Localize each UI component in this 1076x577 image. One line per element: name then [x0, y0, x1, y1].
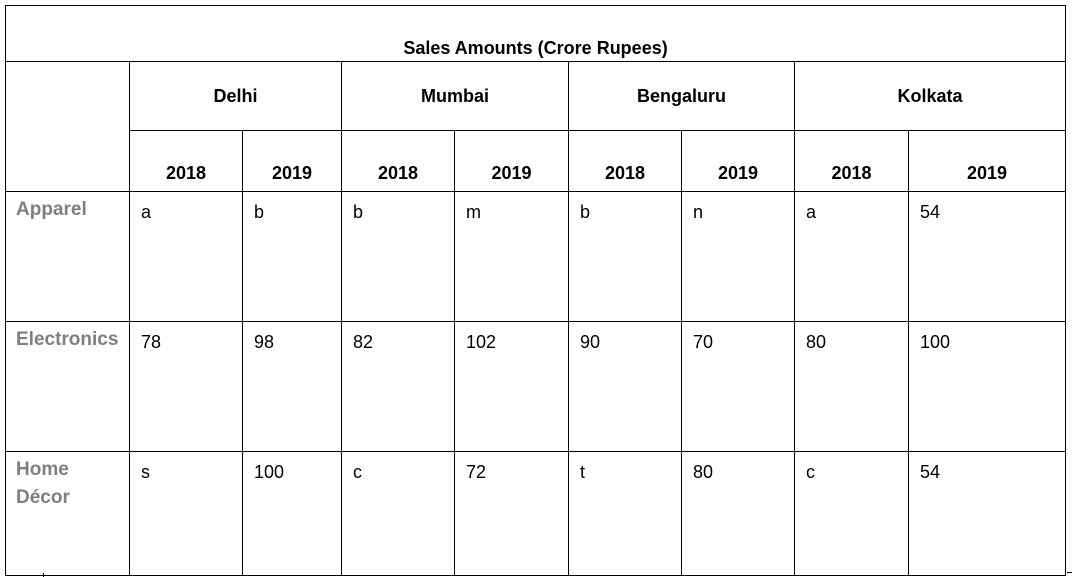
table-cell: t — [568, 451, 682, 576]
year-header: 2018 — [341, 130, 455, 192]
row-label: Apparel — [5, 191, 130, 322]
table-title: Sales Amounts (Crore Rupees) — [4, 5, 1067, 62]
table-cell: 54 — [907, 191, 1067, 322]
year-header: 2019 — [454, 130, 569, 192]
city-header-bengaluru: Bengaluru — [568, 61, 795, 131]
table-cell: a — [794, 191, 909, 322]
sales-table: Sales Amounts (Crore Rupees) Delhi Mumba… — [4, 5, 1067, 576]
table-cell: b — [341, 191, 455, 322]
year-header: 2018 — [794, 130, 909, 192]
table-cell: n — [681, 191, 795, 322]
city-header-delhi: Delhi — [129, 61, 342, 131]
table-cell: s — [129, 451, 243, 576]
year-header: 2019 — [681, 130, 795, 192]
table-row-apparel: Apparel a b b m b n a 54 — [5, 191, 1067, 322]
table-cell: c — [341, 451, 455, 576]
row-label: Home Décor — [5, 451, 130, 576]
table-cell: 100 — [907, 321, 1067, 452]
table-cell: 54 — [907, 451, 1067, 576]
table-cell: 100 — [242, 451, 342, 576]
year-header: 2019 — [242, 130, 342, 192]
table-cell: 70 — [681, 321, 795, 452]
table-cell: 82 — [341, 321, 455, 452]
table-cell: 80 — [794, 321, 909, 452]
page-corner-mark — [1067, 572, 1072, 573]
table-row-electronics: Electronics 78 98 82 102 90 70 80 100 — [5, 321, 1067, 452]
table-cell: 102 — [454, 321, 569, 452]
table-row-home-decor: Home Décor s 100 c 72 t 80 c 54 — [5, 451, 1067, 576]
year-header: 2019 — [907, 130, 1067, 192]
table-cell: 80 — [681, 451, 795, 576]
city-header-kolkata: Kolkata — [793, 61, 1067, 131]
table-cell: 90 — [568, 321, 682, 452]
page-corner-mark — [43, 573, 44, 577]
year-header: 2018 — [568, 130, 682, 192]
table-cell: b — [242, 191, 342, 322]
table-cell: m — [454, 191, 569, 322]
table-cell: 98 — [242, 321, 342, 452]
table-cell: a — [129, 191, 243, 322]
table-cell: c — [794, 451, 909, 576]
year-header: 2018 — [129, 130, 243, 192]
table-cell: b — [568, 191, 682, 322]
table-cell: 78 — [129, 321, 243, 452]
table-cell: 72 — [454, 451, 569, 576]
city-header-mumbai: Mumbai — [341, 61, 569, 131]
row-label: Electronics — [5, 321, 130, 452]
corner-cell — [5, 61, 130, 192]
